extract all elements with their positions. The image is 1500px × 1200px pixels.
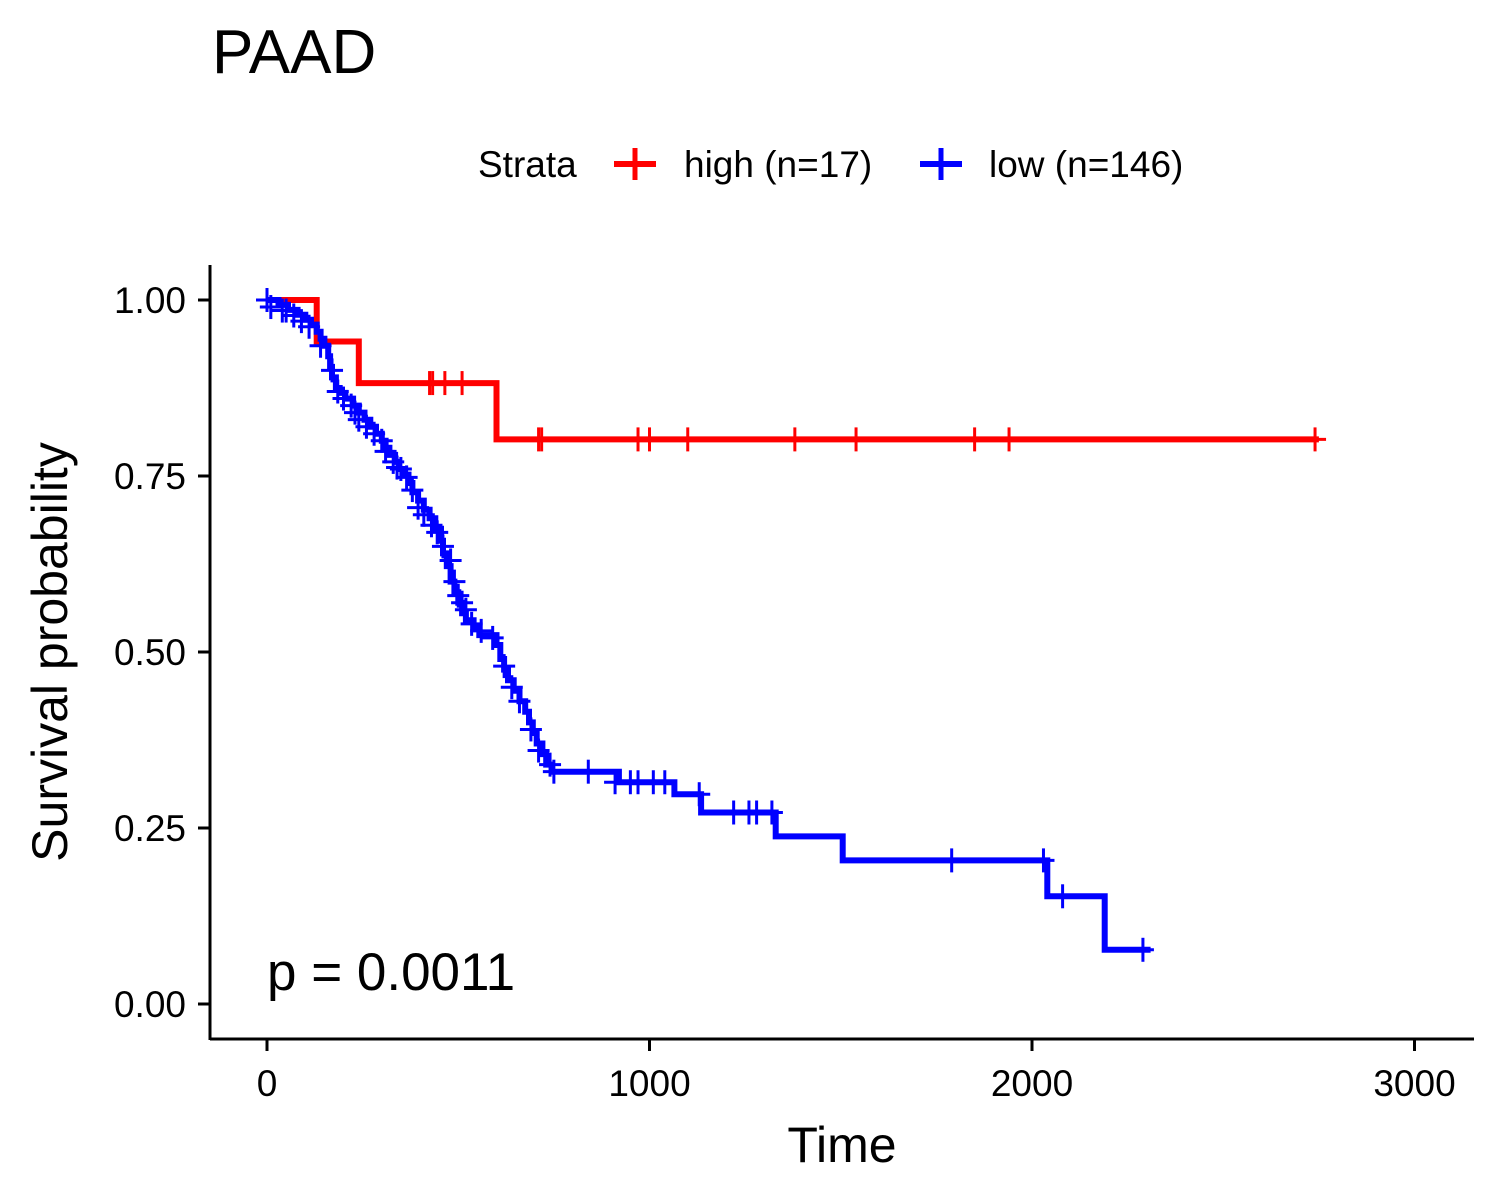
censor-mark-low <box>454 597 477 622</box>
series-low <box>256 288 1154 962</box>
survival-curve-low <box>267 297 1151 953</box>
series-high <box>267 297 1327 452</box>
censor-mark-high <box>1304 427 1327 452</box>
censor-mark-low <box>527 738 550 763</box>
censor-mark-low <box>431 534 454 559</box>
censor-mark-low <box>760 800 783 825</box>
censor-mark-low <box>370 428 393 453</box>
censor-mark-low <box>653 770 676 795</box>
y-tick-label: 0.75 <box>114 456 186 497</box>
y-tick-label: 0.25 <box>114 808 186 849</box>
censor-mark-low <box>577 759 600 784</box>
legend-key-high <box>614 148 656 180</box>
y-axis: 0.00 0.25 0.50 0.75 1.00 Survival probabilit… <box>22 265 212 1040</box>
x-axis: 0 1000 2000 3000 Time <box>210 1037 1474 1173</box>
legend-label-low: low (n=146) <box>989 144 1183 185</box>
censor-mark-high <box>530 427 553 452</box>
censor-mark-high <box>963 427 986 452</box>
y-axis-title: Survival probability <box>22 442 78 862</box>
legend-title: Strata <box>478 144 577 185</box>
legend-key-low <box>920 148 962 180</box>
y-tick-label: 0.00 <box>114 984 186 1025</box>
censor-mark-high <box>638 427 661 452</box>
censor-mark-low <box>1032 848 1055 873</box>
x-axis-title: Time <box>787 1117 896 1173</box>
censor-mark-low <box>321 358 344 383</box>
censor-mark-low <box>500 675 523 700</box>
censor-mark-low <box>443 569 466 594</box>
p-value-annotation: p = 0.0011 <box>267 943 515 1002</box>
legend-label-high: high (n=17) <box>684 144 872 185</box>
censor-mark-low <box>493 654 516 679</box>
survival-curve-high <box>267 297 1319 443</box>
censor-mark-low <box>395 465 418 490</box>
censor-mark-low <box>470 618 493 643</box>
censor-mark-high <box>451 371 474 396</box>
censor-mark-low <box>508 689 531 714</box>
x-tick-label: 0 <box>257 1063 278 1104</box>
x-tick-label: 2000 <box>991 1063 1073 1104</box>
censor-mark-low <box>542 759 565 784</box>
censor-mark-low <box>481 625 504 650</box>
censor-mark-high <box>998 427 1021 452</box>
censor-mark-low <box>1051 884 1074 909</box>
censor-mark-low <box>940 848 963 873</box>
censor-mark-low <box>426 520 449 545</box>
x-tick-label: 3000 <box>1373 1063 1455 1104</box>
legend: Strata high (n=17) low (n=146) <box>478 144 1183 185</box>
censor-mark-low <box>259 295 282 320</box>
series-layer <box>256 288 1327 962</box>
censor-mark-high <box>783 427 806 452</box>
y-tick-label: 0.50 <box>114 632 186 673</box>
censor-mark-low <box>401 478 424 503</box>
chart-title: PAAD <box>212 18 376 87</box>
censor-mark-high <box>845 427 868 452</box>
censor-mark-high <box>676 427 699 452</box>
censor-mark-low <box>298 314 321 339</box>
censor-mark-low <box>519 717 542 742</box>
censor-mark-low <box>309 333 332 358</box>
censor-mark-low <box>1131 937 1154 962</box>
censor-mark-low <box>688 782 711 807</box>
censor-mark-low <box>439 548 462 573</box>
x-tick-label: 1000 <box>608 1063 690 1104</box>
y-tick-label: 1.00 <box>114 280 186 321</box>
